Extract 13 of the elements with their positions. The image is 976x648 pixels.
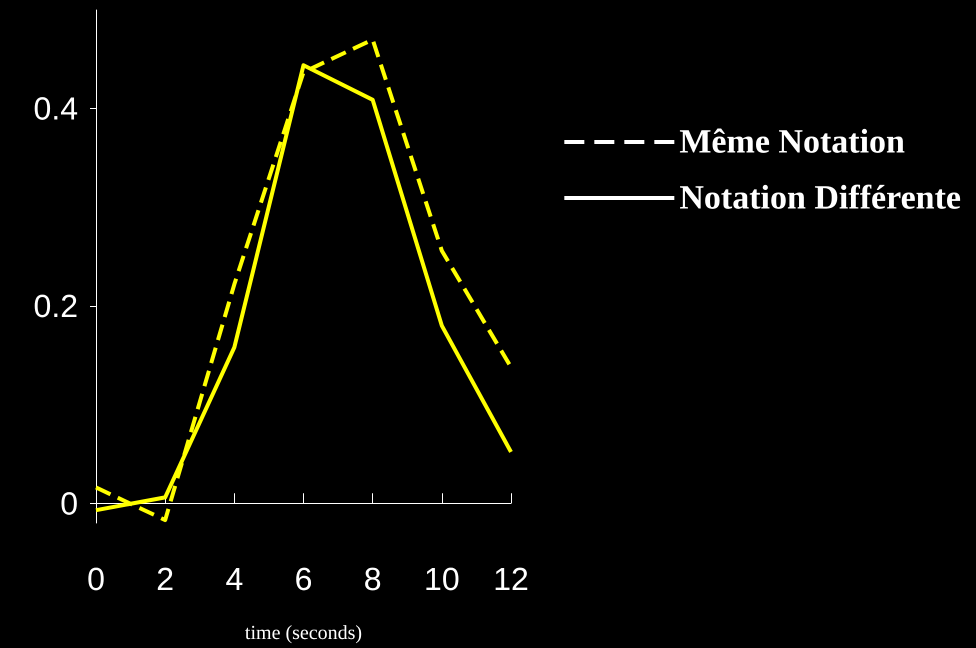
y-tick-label: 0.4 bbox=[34, 90, 78, 127]
y-tick-label: 0 bbox=[60, 485, 78, 522]
x-axis-title: time (seconds) bbox=[244, 622, 362, 644]
x-tick-label: 12 bbox=[493, 561, 529, 597]
x-tick-label: 8 bbox=[364, 561, 382, 597]
x-tick-label: 0 bbox=[87, 561, 105, 597]
text: Notation Différente bbox=[679, 180, 962, 216]
x-tick-label: 10 bbox=[424, 561, 460, 597]
x-tick-label: 4 bbox=[225, 561, 244, 597]
y-tick-label: 0.2 bbox=[34, 288, 78, 324]
text: Même Notation bbox=[679, 124, 906, 160]
x-tick-label: 2 bbox=[156, 561, 174, 597]
x-tick-label: 6 bbox=[294, 561, 312, 597]
